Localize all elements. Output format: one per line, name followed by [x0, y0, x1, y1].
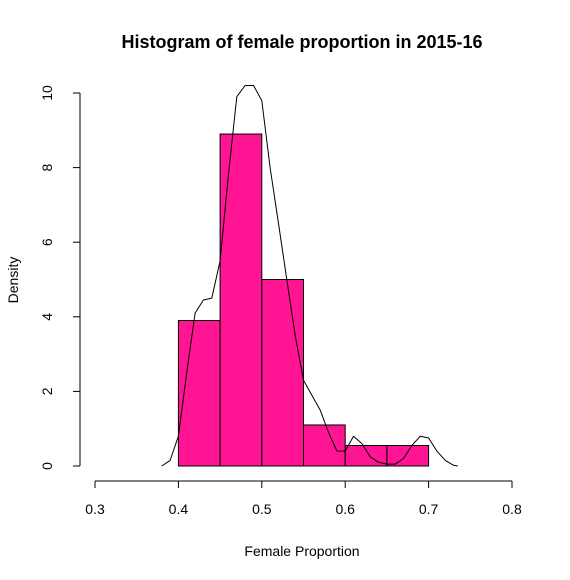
density-curve-layer: [161, 85, 458, 467]
y-tick-label: 10: [39, 85, 55, 101]
x-tick-label: 0.7: [419, 501, 439, 517]
histogram-bar-4: [303, 424, 346, 467]
histogram-bar-1: [177, 320, 221, 467]
y-tick-label: 8: [39, 163, 55, 171]
histogram-bar-2: [219, 133, 263, 467]
x-axis: 0.3 0.4 0.5 0.6 0.7 0.8: [85, 480, 522, 517]
chart-title: Histogram of female proportion in 2015-1…: [121, 32, 482, 52]
y-tick-label: 4: [39, 313, 55, 321]
y-axis-label: Density: [5, 257, 21, 304]
x-axis-label: Female Proportion: [244, 543, 359, 559]
histogram-bar-3: [261, 279, 304, 467]
x-tick-label: 0.4: [169, 501, 189, 517]
x-tick-label: 0.8: [502, 501, 522, 517]
y-tick-label: 6: [39, 238, 55, 246]
density-curve: [161, 85, 458, 467]
y-axis: 0 2 4 6 8 10: [39, 85, 81, 470]
y-tick-label: 2: [39, 387, 55, 395]
y-tick-label: 0: [39, 462, 55, 470]
histogram-bar-6: [386, 444, 430, 467]
x-tick-label: 0.3: [85, 501, 105, 517]
x-tick-label: 0.5: [252, 501, 272, 517]
x-tick-label: 0.6: [335, 501, 355, 517]
histogram-bars: [177, 133, 430, 467]
